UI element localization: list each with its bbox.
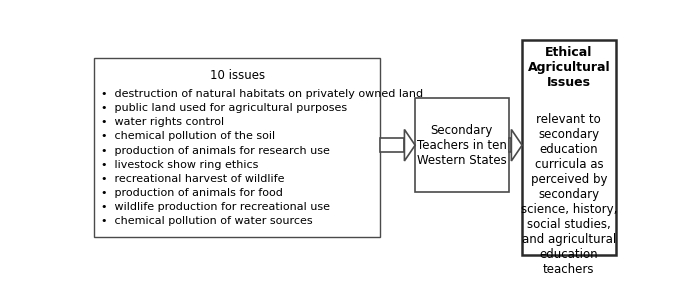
Text: •  livestock show ring ethics: • livestock show ring ethics <box>101 160 258 170</box>
Bar <box>509 138 511 152</box>
Text: •  production of animals for food: • production of animals for food <box>101 188 283 198</box>
Text: •  water rights control: • water rights control <box>101 117 224 127</box>
Text: 10 issues: 10 issues <box>210 69 265 82</box>
Bar <box>522 39 615 256</box>
Text: •  production of animals for research use: • production of animals for research use <box>101 146 330 156</box>
Bar <box>95 58 380 237</box>
Text: •  wildlife production for recreational use: • wildlife production for recreational u… <box>101 202 330 212</box>
Polygon shape <box>511 129 522 161</box>
Text: •  chemical pollution of water sources: • chemical pollution of water sources <box>101 216 313 227</box>
Text: relevant to
secondary
education
curricula as
perceived by
secondary
science, his: relevant to secondary education curricul… <box>521 113 617 276</box>
Bar <box>380 138 404 152</box>
Text: •  recreational harvest of wildlife: • recreational harvest of wildlife <box>101 174 284 184</box>
Text: •  public land used for agricultural purposes: • public land used for agricultural purp… <box>101 103 347 113</box>
Text: •  chemical pollution of the soil: • chemical pollution of the soil <box>101 131 275 142</box>
Text: Secondary
Teachers in ten
Western States: Secondary Teachers in ten Western States <box>417 124 507 167</box>
Text: •  destruction of natural habitats on privately owned land: • destruction of natural habitats on pri… <box>101 89 423 99</box>
Text: Ethical
Agricultural
Issues: Ethical Agricultural Issues <box>528 46 610 89</box>
Bar <box>415 98 509 192</box>
Polygon shape <box>404 129 415 161</box>
